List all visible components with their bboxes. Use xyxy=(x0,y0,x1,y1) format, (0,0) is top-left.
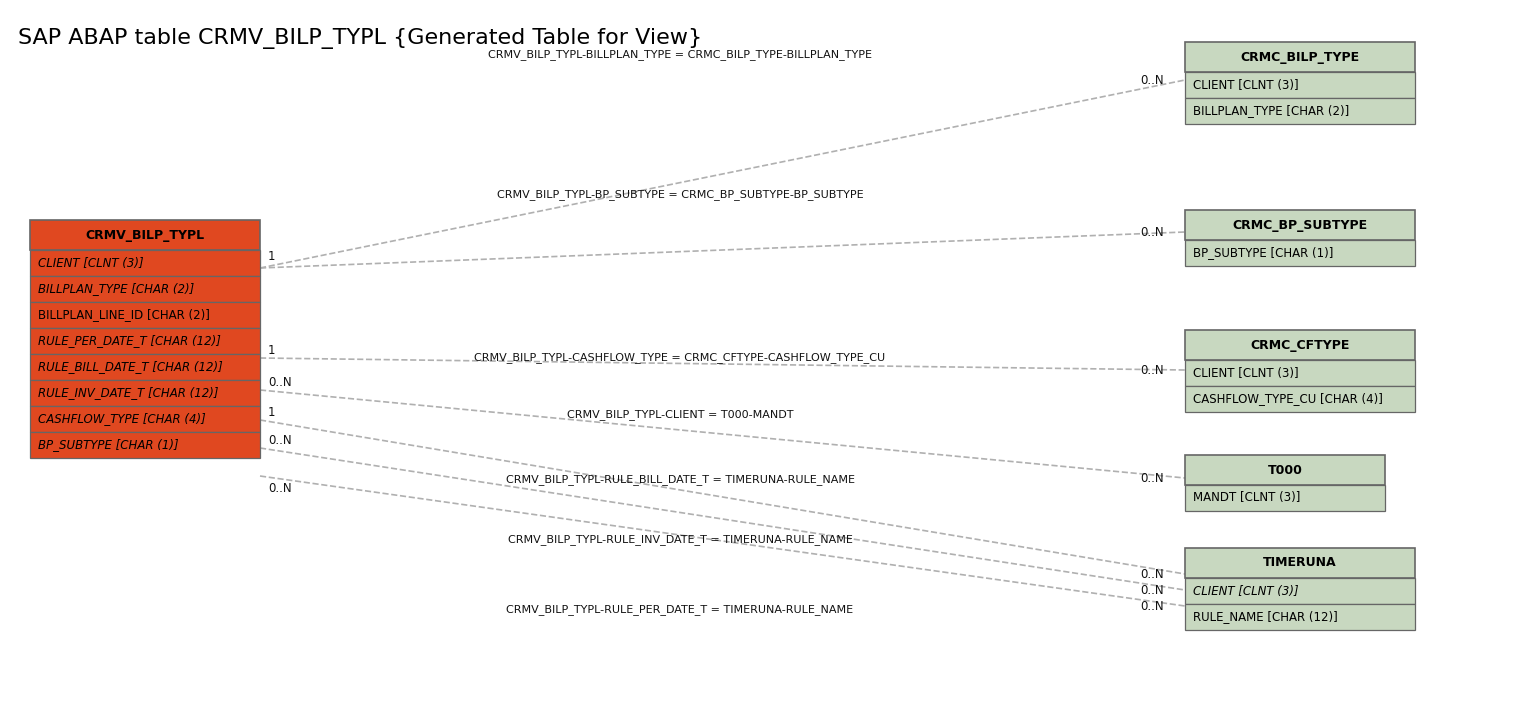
Bar xyxy=(1184,330,1415,360)
Text: CRMC_BP_SUBTYPE: CRMC_BP_SUBTYPE xyxy=(1232,219,1367,231)
Text: CRMV_BILP_TYPL-RULE_BILL_DATE_T = TIMERUNA-RULE_NAME: CRMV_BILP_TYPL-RULE_BILL_DATE_T = TIMERU… xyxy=(505,475,854,486)
Text: RULE_PER_DATE_T [CHAR (12)]: RULE_PER_DATE_T [CHAR (12)] xyxy=(38,334,221,348)
Text: CRMC_BILP_TYPE: CRMC_BILP_TYPE xyxy=(1241,50,1359,64)
Text: TIMERUNA: TIMERUNA xyxy=(1263,557,1336,569)
Text: RULE_INV_DATE_T [CHAR (12)]: RULE_INV_DATE_T [CHAR (12)] xyxy=(38,386,218,400)
Text: 1: 1 xyxy=(267,343,275,357)
Text: 0..N: 0..N xyxy=(1140,568,1164,580)
Text: BP_SUBTYPE [CHAR (1)]: BP_SUBTYPE [CHAR (1)] xyxy=(38,439,178,451)
Bar xyxy=(1184,604,1415,630)
Text: 0..N: 0..N xyxy=(1140,226,1164,238)
Text: BILLPLAN_TYPE [CHAR (2)]: BILLPLAN_TYPE [CHAR (2)] xyxy=(1193,104,1349,118)
Text: CRMV_BILP_TYPL-RULE_INV_DATE_T = TIMERUNA-RULE_NAME: CRMV_BILP_TYPL-RULE_INV_DATE_T = TIMERUN… xyxy=(507,535,852,545)
Text: CRMV_BILP_TYPL-CASHFLOW_TYPE = CRMC_CFTYPE-CASHFLOW_TYPE_CU: CRMV_BILP_TYPL-CASHFLOW_TYPE = CRMC_CFTY… xyxy=(475,353,886,363)
Bar xyxy=(31,380,260,406)
Text: BILLPLAN_LINE_ID [CHAR (2)]: BILLPLAN_LINE_ID [CHAR (2)] xyxy=(38,308,210,322)
Bar xyxy=(1184,485,1385,511)
Bar xyxy=(1184,98,1415,124)
Text: 1: 1 xyxy=(267,405,275,418)
Text: 0..N: 0..N xyxy=(1140,74,1164,86)
Bar xyxy=(1184,455,1385,485)
Text: RULE_NAME [CHAR (12)]: RULE_NAME [CHAR (12)] xyxy=(1193,611,1338,623)
Text: CLIENT [CLNT (3)]: CLIENT [CLNT (3)] xyxy=(1193,585,1298,597)
Bar xyxy=(31,302,260,328)
Text: 0..N: 0..N xyxy=(1140,583,1164,597)
Bar xyxy=(31,406,260,432)
Text: CLIENT [CLNT (3)]: CLIENT [CLNT (3)] xyxy=(1193,79,1298,92)
Text: 0..N: 0..N xyxy=(1140,472,1164,484)
Text: CRMV_BILP_TYPL: CRMV_BILP_TYPL xyxy=(86,229,204,242)
Text: T000: T000 xyxy=(1267,463,1303,477)
Bar xyxy=(1184,72,1415,98)
Text: CRMV_BILP_TYPL-CLIENT = T000-MANDT: CRMV_BILP_TYPL-CLIENT = T000-MANDT xyxy=(567,409,793,421)
Text: 0..N: 0..N xyxy=(267,376,292,388)
Text: 0..N: 0..N xyxy=(1140,364,1164,376)
Text: 0..N: 0..N xyxy=(267,482,292,494)
Bar xyxy=(31,354,260,380)
Text: CASHFLOW_TYPE [CHAR (4)]: CASHFLOW_TYPE [CHAR (4)] xyxy=(38,412,206,426)
Bar xyxy=(31,276,260,302)
Text: CLIENT [CLNT (3)]: CLIENT [CLNT (3)] xyxy=(38,257,144,269)
Bar xyxy=(1184,578,1415,604)
Bar xyxy=(31,250,260,276)
Bar xyxy=(1184,240,1415,266)
Text: 0..N: 0..N xyxy=(267,433,292,447)
Text: RULE_BILL_DATE_T [CHAR (12)]: RULE_BILL_DATE_T [CHAR (12)] xyxy=(38,360,223,374)
Text: CLIENT [CLNT (3)]: CLIENT [CLNT (3)] xyxy=(1193,367,1298,379)
Text: CASHFLOW_TYPE_CU [CHAR (4)]: CASHFLOW_TYPE_CU [CHAR (4)] xyxy=(1193,393,1382,405)
Bar xyxy=(1184,210,1415,240)
Text: BILLPLAN_TYPE [CHAR (2)]: BILLPLAN_TYPE [CHAR (2)] xyxy=(38,283,194,296)
Bar xyxy=(1184,386,1415,412)
Text: CRMC_CFTYPE: CRMC_CFTYPE xyxy=(1250,339,1350,351)
Text: 1: 1 xyxy=(267,250,275,262)
Text: CRMV_BILP_TYPL-BILLPLAN_TYPE = CRMC_BILP_TYPE-BILLPLAN_TYPE: CRMV_BILP_TYPL-BILLPLAN_TYPE = CRMC_BILP… xyxy=(488,50,872,60)
Text: BP_SUBTYPE [CHAR (1)]: BP_SUBTYPE [CHAR (1)] xyxy=(1193,247,1333,259)
Bar xyxy=(31,432,260,458)
Text: 0..N: 0..N xyxy=(1140,599,1164,613)
Bar xyxy=(31,220,260,250)
Text: CRMV_BILP_TYPL-BP_SUBTYPE = CRMC_BP_SUBTYPE-BP_SUBTYPE: CRMV_BILP_TYPL-BP_SUBTYPE = CRMC_BP_SUBT… xyxy=(496,189,863,200)
Bar xyxy=(1184,42,1415,72)
Text: MANDT [CLNT (3)]: MANDT [CLNT (3)] xyxy=(1193,491,1301,505)
Text: CRMV_BILP_TYPL-RULE_PER_DATE_T = TIMERUNA-RULE_NAME: CRMV_BILP_TYPL-RULE_PER_DATE_T = TIMERUN… xyxy=(507,604,854,615)
Bar xyxy=(31,328,260,354)
Bar xyxy=(1184,360,1415,386)
Bar xyxy=(1184,548,1415,578)
Text: SAP ABAP table CRMV_BILP_TYPL {Generated Table for View}: SAP ABAP table CRMV_BILP_TYPL {Generated… xyxy=(18,28,702,49)
